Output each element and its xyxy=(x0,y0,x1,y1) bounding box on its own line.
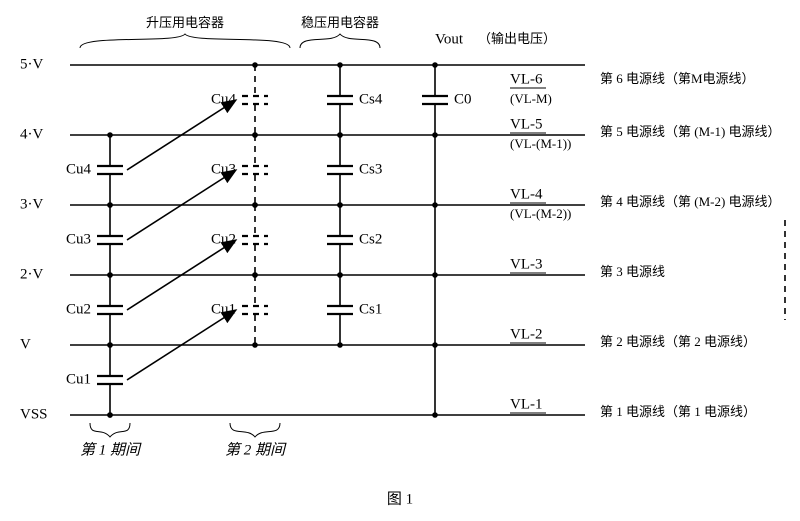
cap-label: Cs1 xyxy=(359,301,382,317)
vl-label: VL-3 xyxy=(510,256,543,272)
cap-label: Cu4 xyxy=(211,91,237,107)
cap-label: Cs2 xyxy=(359,231,382,247)
cap-label: Cu2 xyxy=(66,301,91,317)
cap-label: Cu1 xyxy=(66,371,91,387)
brace-reg-cap-label: 稳压用电容器 xyxy=(301,15,379,30)
brace-period1 xyxy=(90,423,130,437)
vl-sub-label: (VL-M) xyxy=(510,91,552,106)
rail-right-label: 第 3 电源线 xyxy=(600,264,665,279)
rail-left-label: 5·V xyxy=(20,56,43,72)
rail-left-label: 3·V xyxy=(20,196,43,212)
rail-right-label: 第 1 电源线（第 1 电源线） xyxy=(600,404,756,419)
rail-right-label: 第 4 电源线（第 (M-2) 电源线） xyxy=(600,194,781,209)
rail-right-label: 第 6 电源线（第M电源线） xyxy=(600,71,755,86)
rail-left-label: V xyxy=(20,336,31,352)
cap-label: Cu2 xyxy=(211,231,236,247)
brace-period2-label: 第 2 期间 xyxy=(225,441,287,458)
brace-period2 xyxy=(230,423,280,437)
rail-left-label: 2·V xyxy=(20,266,43,282)
cap-label: Cu4 xyxy=(66,161,92,177)
cap-label: Cs3 xyxy=(359,161,382,177)
cap-label: Cu3 xyxy=(211,161,236,177)
cap-label: Cs4 xyxy=(359,91,383,107)
rail-right-label: 第 5 电源线（第 (M-1) 电源线） xyxy=(600,124,781,139)
cap-label: C0 xyxy=(454,91,472,107)
brace-boost-cap-label: 升压用电容器 xyxy=(146,15,224,30)
vl-sub-label: (VL-(M-2)) xyxy=(510,206,571,221)
vl-label: VL-4 xyxy=(510,186,543,202)
vl-sub-label: (VL-(M-1)) xyxy=(510,136,571,151)
rail-left-label: VSS xyxy=(20,406,48,422)
vl-label: VL-1 xyxy=(510,396,543,412)
cap-label: Cu1 xyxy=(211,301,236,317)
circuit-diagram: 5·V VL-6 (VL-M) 第 6 电源线（第M电源线） 4·V VL-5 (VL-(M… xyxy=(0,0,800,521)
vout-paren-label: （输出电压） xyxy=(478,31,556,46)
figure-label: 图 1 xyxy=(387,490,413,507)
vl-label: VL-6 xyxy=(510,71,543,87)
cap-label: Cu3 xyxy=(66,231,91,247)
rail-right-label: 第 2 电源线（第 2 电源线） xyxy=(600,334,756,349)
brace-period1-label: 第 1 期间 xyxy=(80,441,142,458)
vout-label: Vout xyxy=(435,31,464,47)
rail-left-label: 4·V xyxy=(20,126,43,142)
vl-label: VL-2 xyxy=(510,326,543,342)
brace-reg-cap xyxy=(300,34,380,48)
brace-boost-cap xyxy=(80,34,290,48)
vl-label: VL-5 xyxy=(510,116,543,132)
